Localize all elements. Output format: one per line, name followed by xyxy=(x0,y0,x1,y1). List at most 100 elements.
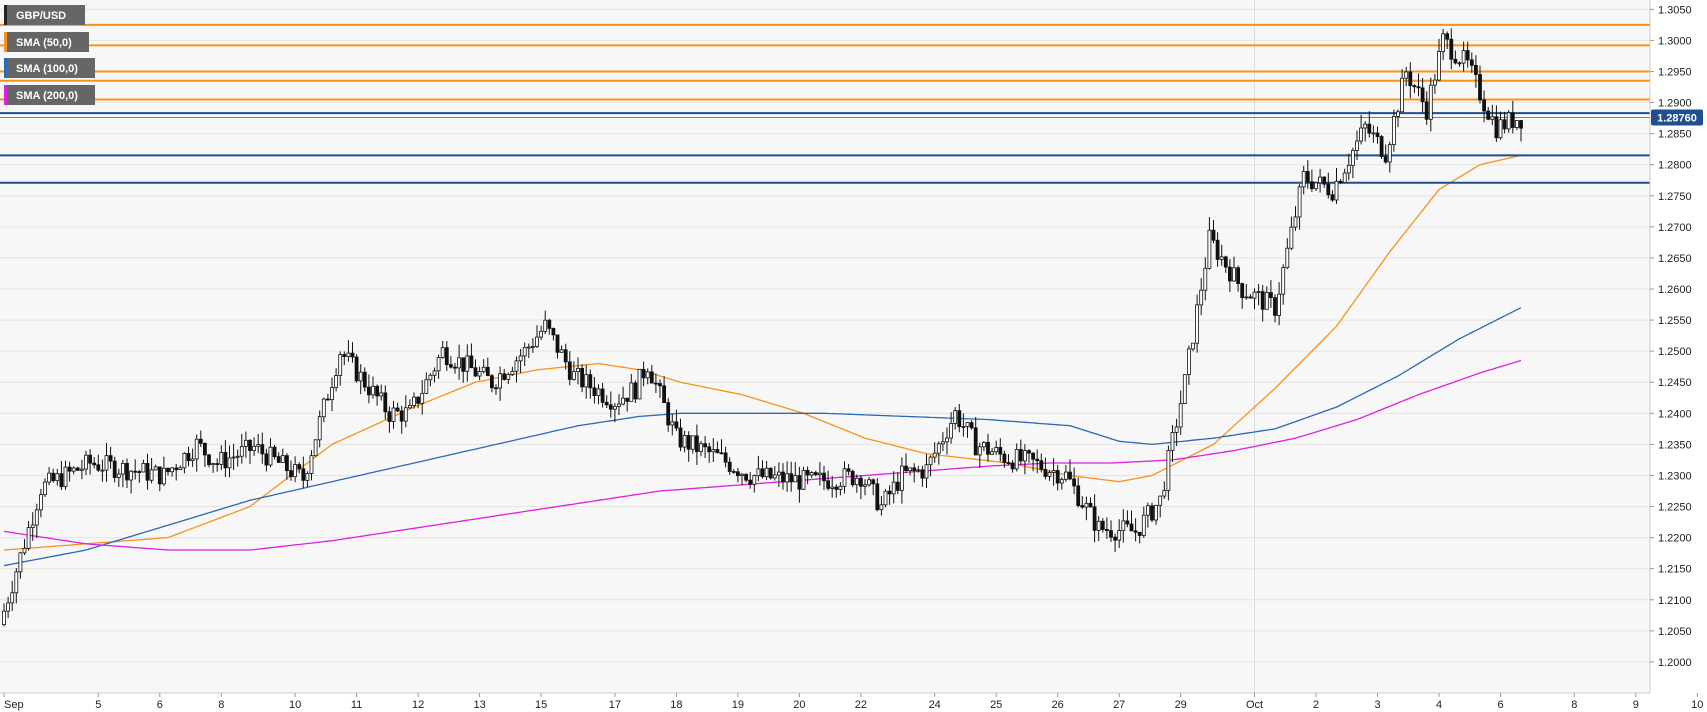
candle-body[interactable] xyxy=(752,475,757,485)
candle-body[interactable] xyxy=(194,438,199,460)
candle-body[interactable] xyxy=(1424,101,1429,120)
candle-body[interactable] xyxy=(1428,84,1433,120)
candle-body[interactable] xyxy=(1232,267,1236,282)
candle-body[interactable] xyxy=(588,374,593,389)
candle-body[interactable] xyxy=(362,371,367,388)
candle-body[interactable] xyxy=(535,336,539,347)
candle-body[interactable] xyxy=(1006,462,1011,464)
candle-body[interactable] xyxy=(756,468,761,477)
candle-body[interactable] xyxy=(412,396,416,406)
candle-body[interactable] xyxy=(563,349,568,363)
candle-body[interactable] xyxy=(953,410,958,424)
candle-body[interactable] xyxy=(1363,123,1368,129)
candle-body[interactable] xyxy=(1068,471,1072,480)
candle-body[interactable] xyxy=(1080,505,1085,508)
candle-body[interactable] xyxy=(957,410,962,428)
candle-body[interactable] xyxy=(227,457,232,469)
legend-item-symbol[interactable]: GBP/USD xyxy=(4,5,85,25)
candle-body[interactable] xyxy=(1330,194,1335,201)
candle-body[interactable] xyxy=(1109,530,1113,538)
candle-body[interactable] xyxy=(10,592,15,604)
candle-body[interactable] xyxy=(346,352,351,357)
candle-body[interactable] xyxy=(39,494,43,511)
candle-body[interactable] xyxy=(1096,520,1101,531)
candle-body[interactable] xyxy=(949,423,953,439)
candle-body[interactable] xyxy=(248,439,252,451)
candle-body[interactable] xyxy=(813,472,818,476)
candle-body[interactable] xyxy=(1031,452,1035,460)
candle-body[interactable] xyxy=(1113,536,1117,541)
candle-body[interactable] xyxy=(863,484,867,487)
candle-body[interactable] xyxy=(436,357,441,372)
candle-body[interactable] xyxy=(145,462,150,481)
candle-body[interactable] xyxy=(805,469,810,476)
candle-body[interactable] xyxy=(645,371,650,379)
candle-body[interactable] xyxy=(1154,504,1158,521)
candle-body[interactable] xyxy=(469,355,474,369)
candle-body[interactable] xyxy=(1129,523,1134,532)
candle-body[interactable] xyxy=(1392,116,1396,146)
candle-body[interactable] xyxy=(1510,112,1515,128)
candle-body[interactable] xyxy=(531,346,535,348)
candle-body[interactable] xyxy=(22,547,27,554)
candle-body[interactable] xyxy=(391,407,396,422)
candle-body[interactable] xyxy=(1346,164,1351,174)
candle-body[interactable] xyxy=(1269,292,1273,299)
candle-body[interactable] xyxy=(867,479,871,486)
candle-body[interactable] xyxy=(637,368,642,400)
candle-body[interactable] xyxy=(18,552,23,573)
candle-body[interactable] xyxy=(785,473,789,483)
candle-body[interactable] xyxy=(1039,460,1044,470)
candle-body[interactable] xyxy=(932,452,937,458)
candle-body[interactable] xyxy=(174,467,179,471)
candle-body[interactable] xyxy=(432,370,437,376)
candle-body[interactable] xyxy=(859,477,863,487)
candle-body[interactable] xyxy=(822,472,826,482)
candle-body[interactable] xyxy=(334,375,339,388)
candle-body[interactable] xyxy=(1236,267,1240,284)
candle-body[interactable] xyxy=(826,480,830,489)
candle-body[interactable] xyxy=(1211,229,1216,241)
candle-body[interactable] xyxy=(137,471,142,473)
candle-body[interactable] xyxy=(104,455,109,471)
candle-body[interactable] xyxy=(301,468,306,481)
candle-body[interactable] xyxy=(161,467,166,485)
candle-body[interactable] xyxy=(1404,71,1409,79)
candle-body[interactable] xyxy=(219,452,224,465)
candle-body[interactable] xyxy=(325,398,330,401)
candle-body[interactable] xyxy=(358,371,363,382)
candle-body[interactable] xyxy=(1318,176,1322,184)
candle-body[interactable] xyxy=(239,446,244,457)
candle-body[interactable] xyxy=(703,443,707,448)
candle-body[interactable] xyxy=(1166,450,1171,491)
candle-body[interactable] xyxy=(268,446,273,466)
candle-body[interactable] xyxy=(1400,77,1404,113)
candle-body[interactable] xyxy=(977,446,982,456)
candle-body[interactable] xyxy=(14,571,19,594)
candle-body[interactable] xyxy=(1121,520,1126,531)
candle-body[interactable] xyxy=(223,452,228,469)
candle-body[interactable] xyxy=(1342,172,1347,183)
candle-body[interactable] xyxy=(1059,478,1064,484)
candle-body[interactable] xyxy=(461,357,466,372)
candle-body[interactable] xyxy=(1158,495,1163,506)
candle-body[interactable] xyxy=(654,382,658,385)
candle-body[interactable] xyxy=(584,374,589,388)
candle-body[interactable] xyxy=(1203,267,1208,291)
candle-body[interactable] xyxy=(1396,111,1400,117)
candle-body[interactable] xyxy=(1072,478,1076,487)
candle-body[interactable] xyxy=(379,392,384,397)
candle-body[interactable] xyxy=(63,466,68,488)
candle-body[interactable] xyxy=(1043,469,1048,477)
candle-body[interactable] xyxy=(777,471,781,476)
candle-body[interactable] xyxy=(662,385,666,404)
candle-body[interactable] xyxy=(88,454,92,464)
candle-body[interactable] xyxy=(674,421,679,429)
candle-body[interactable] xyxy=(641,368,646,379)
candle-body[interactable] xyxy=(1433,79,1437,86)
legend-item-sma100[interactable]: SMA (100,0) xyxy=(4,58,95,78)
candle-body[interactable] xyxy=(945,437,949,443)
candle-body[interactable] xyxy=(371,385,375,396)
candle-body[interactable] xyxy=(690,435,695,450)
candle-body[interactable] xyxy=(116,473,121,478)
